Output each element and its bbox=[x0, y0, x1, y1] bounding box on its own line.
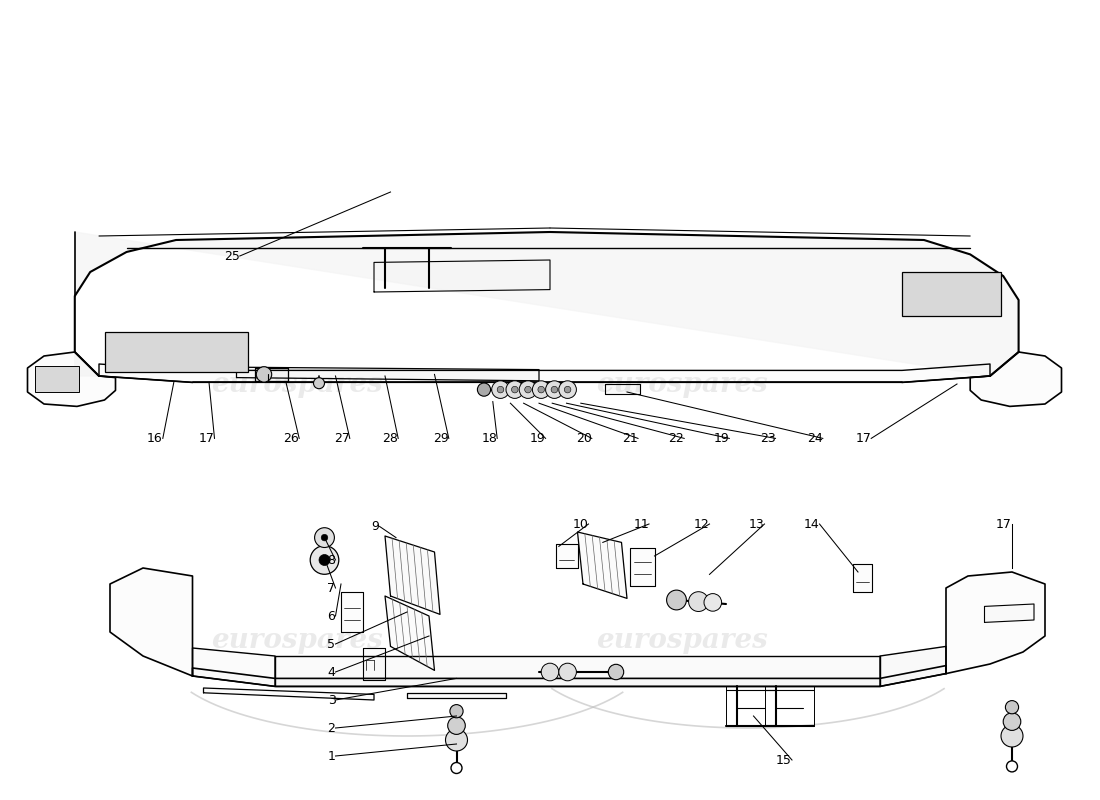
Polygon shape bbox=[341, 592, 363, 632]
Text: 28: 28 bbox=[383, 432, 398, 445]
Polygon shape bbox=[374, 260, 550, 292]
Bar bbox=[35, 366, 79, 392]
Text: 2: 2 bbox=[328, 722, 336, 734]
Text: 15: 15 bbox=[777, 754, 792, 766]
Text: 26: 26 bbox=[284, 432, 299, 445]
Polygon shape bbox=[236, 367, 539, 381]
Text: 29: 29 bbox=[433, 432, 449, 445]
Circle shape bbox=[551, 386, 558, 393]
Bar bbox=[104, 332, 248, 372]
Circle shape bbox=[608, 664, 624, 680]
Circle shape bbox=[1005, 701, 1019, 714]
Text: 4: 4 bbox=[328, 666, 336, 678]
Polygon shape bbox=[630, 548, 654, 586]
Polygon shape bbox=[110, 568, 192, 676]
Polygon shape bbox=[407, 693, 506, 698]
Circle shape bbox=[315, 528, 334, 547]
Circle shape bbox=[559, 663, 576, 681]
Polygon shape bbox=[984, 604, 1034, 622]
Circle shape bbox=[541, 663, 559, 681]
Text: eurospares: eurospares bbox=[211, 626, 383, 654]
Circle shape bbox=[519, 381, 537, 398]
Circle shape bbox=[689, 592, 708, 611]
Circle shape bbox=[506, 381, 524, 398]
Polygon shape bbox=[852, 564, 872, 592]
Polygon shape bbox=[192, 666, 946, 686]
Polygon shape bbox=[255, 368, 288, 381]
Circle shape bbox=[1006, 761, 1018, 772]
Text: 27: 27 bbox=[334, 432, 350, 445]
Text: 20: 20 bbox=[576, 432, 592, 445]
Circle shape bbox=[546, 381, 563, 398]
Circle shape bbox=[532, 381, 550, 398]
Text: 17: 17 bbox=[997, 518, 1012, 530]
Circle shape bbox=[448, 717, 465, 734]
Text: 23: 23 bbox=[760, 432, 775, 445]
Circle shape bbox=[446, 729, 468, 751]
Polygon shape bbox=[28, 352, 115, 406]
Polygon shape bbox=[204, 688, 374, 700]
Polygon shape bbox=[970, 352, 1062, 406]
Text: 17: 17 bbox=[199, 432, 214, 445]
Text: 9: 9 bbox=[372, 520, 379, 533]
Circle shape bbox=[497, 386, 504, 393]
Bar bbox=[764, 686, 814, 726]
Text: 14: 14 bbox=[804, 518, 820, 530]
Polygon shape bbox=[880, 646, 946, 686]
Circle shape bbox=[512, 386, 518, 393]
Bar bbox=[902, 272, 1001, 316]
Circle shape bbox=[451, 762, 462, 774]
Text: 1: 1 bbox=[328, 750, 336, 762]
Text: 8: 8 bbox=[328, 554, 336, 566]
Circle shape bbox=[314, 378, 324, 389]
Circle shape bbox=[1001, 725, 1023, 747]
Text: 19: 19 bbox=[530, 432, 546, 445]
Polygon shape bbox=[192, 648, 275, 686]
Text: eurospares: eurospares bbox=[596, 370, 768, 398]
Circle shape bbox=[477, 383, 491, 396]
Bar bbox=[726, 686, 775, 726]
Text: 7: 7 bbox=[328, 582, 336, 594]
Text: 24: 24 bbox=[807, 432, 823, 445]
Polygon shape bbox=[578, 532, 627, 598]
Text: 12: 12 bbox=[694, 518, 710, 530]
Polygon shape bbox=[556, 544, 578, 568]
Circle shape bbox=[492, 381, 509, 398]
Text: 3: 3 bbox=[328, 694, 336, 706]
Text: eurospares: eurospares bbox=[596, 626, 768, 654]
Circle shape bbox=[256, 366, 272, 382]
Text: 18: 18 bbox=[482, 432, 497, 445]
Circle shape bbox=[559, 381, 576, 398]
Circle shape bbox=[310, 546, 339, 574]
Polygon shape bbox=[275, 656, 880, 686]
Text: 6: 6 bbox=[328, 610, 336, 622]
Polygon shape bbox=[946, 572, 1045, 674]
Polygon shape bbox=[363, 648, 385, 680]
Text: 22: 22 bbox=[669, 432, 684, 445]
Polygon shape bbox=[385, 536, 440, 614]
Circle shape bbox=[704, 594, 722, 611]
Circle shape bbox=[319, 554, 330, 566]
Polygon shape bbox=[75, 232, 1019, 376]
Circle shape bbox=[525, 386, 531, 393]
Circle shape bbox=[538, 386, 544, 393]
Text: 10: 10 bbox=[573, 518, 588, 530]
Circle shape bbox=[564, 386, 571, 393]
Text: 25: 25 bbox=[224, 250, 240, 262]
Text: 13: 13 bbox=[749, 518, 764, 530]
Polygon shape bbox=[99, 364, 990, 382]
Polygon shape bbox=[385, 596, 435, 670]
Text: 17: 17 bbox=[856, 432, 871, 445]
Text: 11: 11 bbox=[634, 518, 649, 530]
Text: 19: 19 bbox=[714, 432, 729, 445]
Circle shape bbox=[450, 705, 463, 718]
Polygon shape bbox=[605, 384, 640, 394]
Text: eurospares: eurospares bbox=[211, 370, 383, 398]
Circle shape bbox=[1003, 713, 1021, 730]
Circle shape bbox=[667, 590, 686, 610]
Circle shape bbox=[321, 534, 328, 541]
Text: 21: 21 bbox=[623, 432, 638, 445]
Text: 16: 16 bbox=[147, 432, 163, 445]
Text: 5: 5 bbox=[328, 638, 336, 650]
